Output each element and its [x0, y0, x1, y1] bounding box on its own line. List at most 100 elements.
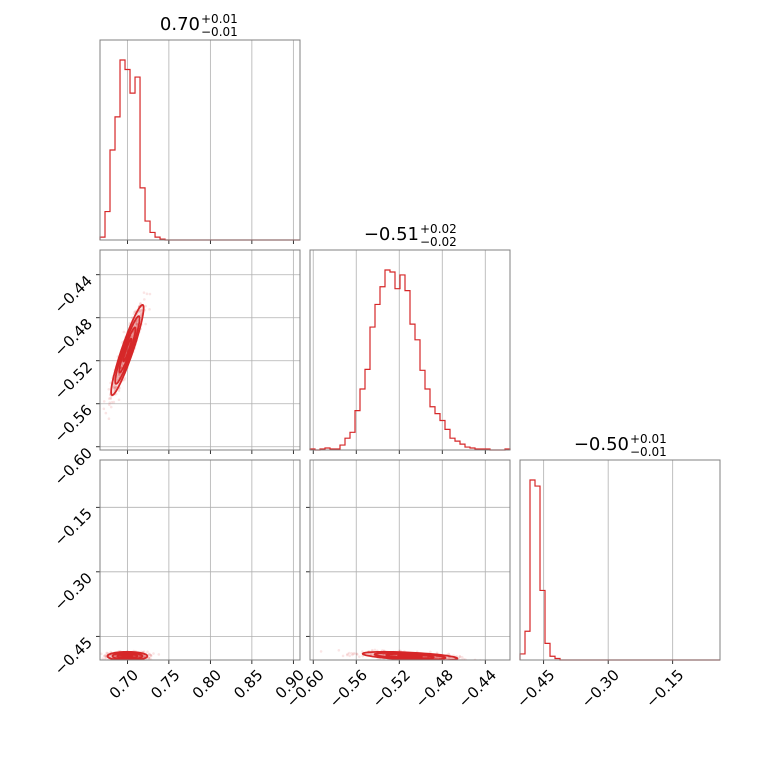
sample-point — [143, 654, 146, 658]
sample-point — [149, 653, 153, 657]
sample-point — [117, 375, 120, 379]
hist1d-panel-0 — [99, 39, 301, 244]
sample-point — [462, 657, 465, 660]
sample-point — [123, 376, 127, 380]
sample-point — [112, 400, 116, 404]
sample-point — [346, 652, 349, 656]
histogram-step — [309, 269, 511, 451]
title-plus: +0.01 — [630, 432, 667, 446]
panel-frame — [99, 459, 301, 661]
sample-point — [117, 373, 121, 376]
sample-point — [351, 653, 354, 657]
sample-point — [142, 650, 146, 653]
panel-frame — [519, 459, 721, 661]
sample-points — [100, 291, 152, 421]
sample-point — [103, 654, 107, 658]
y-tick-label: −0.45 — [51, 634, 96, 679]
sample-point — [369, 652, 373, 656]
sample-point — [458, 655, 462, 659]
sample-point — [147, 656, 151, 660]
sample-point — [122, 330, 126, 334]
y-tick-label: −0.15 — [51, 504, 96, 549]
sample-point — [106, 651, 109, 655]
sample-point — [112, 385, 116, 389]
density-contour — [121, 654, 134, 659]
sample-point — [348, 654, 351, 658]
sample-point — [368, 652, 371, 656]
sample-point — [139, 313, 142, 316]
sample-point — [337, 648, 341, 652]
sample-point — [139, 311, 143, 314]
sample-point — [446, 657, 450, 660]
sample-point — [103, 654, 106, 658]
sample-point — [110, 401, 114, 404]
sample-point — [120, 663, 123, 666]
sample-point — [341, 654, 345, 658]
sample-point — [112, 384, 116, 388]
sample-point — [100, 652, 103, 656]
sample-point — [117, 398, 121, 402]
sample-point — [370, 648, 374, 652]
sample-point — [458, 655, 462, 658]
sample-point — [139, 313, 143, 316]
sample-point — [369, 652, 372, 656]
density-panel-0-2: 0.70 0.75 0.80 0.85 0.90−0.45−0.30−0.15 — [51, 459, 308, 702]
sample-point — [355, 652, 359, 656]
sample-point — [448, 661, 451, 664]
sample-point — [319, 650, 323, 653]
sample-point — [144, 304, 147, 308]
sample-point — [152, 652, 155, 655]
sample-point — [109, 405, 113, 409]
sample-point — [103, 657, 107, 660]
title-value: 0.70 — [160, 14, 200, 35]
y-tick-label: −0.44 — [51, 272, 96, 317]
sample-point — [131, 660, 134, 663]
x-tick-label: 0.75 — [147, 666, 183, 702]
sample-point — [148, 656, 152, 660]
sample-point — [136, 319, 139, 323]
density-panel-0-1: −0.60−0.56−0.52−0.48−0.44 — [51, 249, 301, 489]
x-tick-label: −0.56 — [326, 666, 371, 711]
sample-point — [352, 652, 355, 656]
sample-point — [107, 387, 111, 391]
y-tick-label: −0.56 — [51, 401, 96, 446]
sample-point — [147, 657, 151, 660]
y-tick-label: −0.52 — [51, 358, 96, 403]
sample-point — [104, 656, 108, 659]
sample-point — [138, 310, 141, 313]
sample-point — [113, 387, 117, 390]
sample-point — [113, 388, 116, 391]
sample-point — [104, 653, 108, 657]
sample-point — [370, 652, 373, 656]
sample-point — [460, 655, 464, 659]
sample-point — [113, 654, 117, 658]
sample-point — [149, 654, 153, 658]
sample-point — [124, 661, 127, 664]
title-value: −0.51 — [364, 224, 419, 245]
sample-point — [148, 652, 151, 656]
y-tick-label: −0.30 — [51, 569, 96, 614]
panel-frame — [99, 249, 301, 451]
sample-point — [135, 323, 139, 326]
sample-point — [102, 407, 106, 411]
x-tick-label: −0.15 — [642, 666, 687, 711]
x-tick-label: −0.44 — [455, 666, 500, 711]
title-minus: −0.01 — [630, 445, 667, 459]
sample-point — [345, 653, 349, 657]
title-param-0: 0.70 +0.01 −0.01 — [160, 12, 238, 39]
sample-point — [102, 400, 106, 403]
sample-point — [135, 322, 138, 325]
sample-point — [149, 653, 153, 657]
density-panel-1-2: −0.60−0.56−0.52−0.48−0.44 — [283, 459, 511, 711]
sample-point — [109, 397, 113, 400]
sample-point — [361, 650, 364, 653]
sample-point — [138, 308, 142, 312]
hist1d-panel-2: −0.45 −0.30 −0.15 — [513, 459, 721, 711]
sample-point — [147, 653, 151, 656]
hist1d-panel-1 — [309, 249, 511, 454]
sample-point — [143, 298, 146, 301]
panel-frame — [309, 249, 511, 451]
sample-point — [135, 320, 138, 323]
sample-point — [97, 654, 100, 657]
